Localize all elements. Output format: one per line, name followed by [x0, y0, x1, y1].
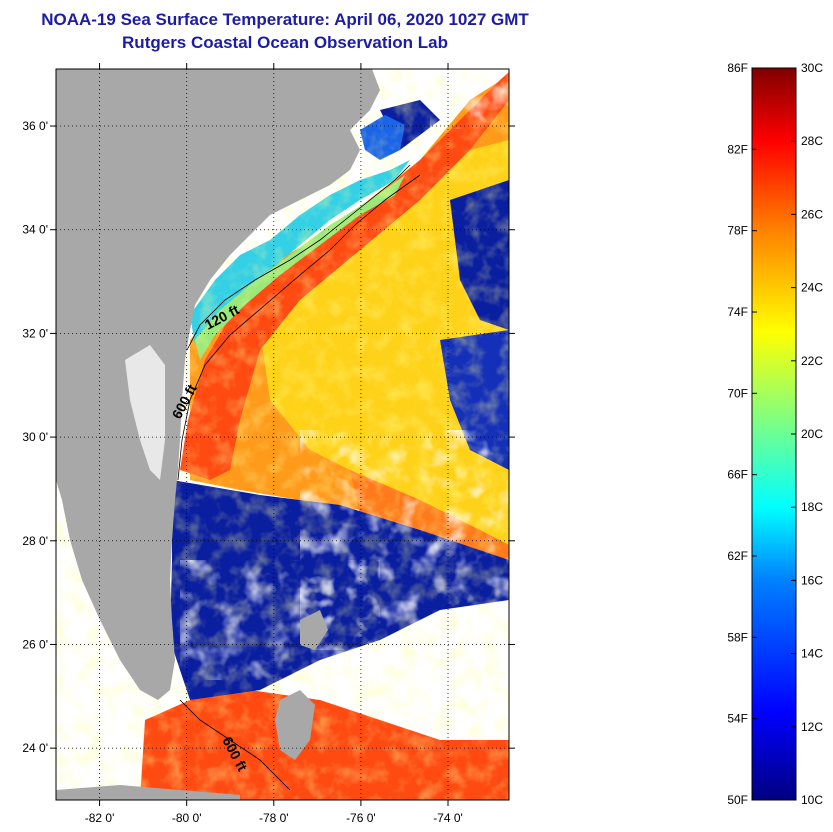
lat-tick-label: 30 0'	[22, 430, 48, 444]
colorbar-label-f: 62F	[727, 549, 748, 563]
lon-tick-label: -82 0'	[85, 811, 115, 825]
bahamas-islands	[275, 690, 315, 760]
colorbar-label-c: 14C	[801, 647, 823, 661]
colorbar-label-f: 86F	[727, 61, 748, 75]
bahamas-island-2	[300, 610, 328, 650]
lon-tick-label: -80 0'	[172, 811, 202, 825]
cloud-cover-north	[430, 69, 509, 129]
contour-600ft-south	[179, 699, 291, 791]
colorbar-label-c: 22C	[801, 354, 823, 368]
contour-600ft	[177, 174, 421, 481]
graticule	[50, 63, 515, 806]
lat-tick-label: 34 0'	[22, 223, 48, 237]
colorbar-label-f: 54F	[727, 712, 748, 726]
map-title: NOAA-19 Sea Surface Temperature: April 0…	[41, 10, 529, 29]
lon-tick-label: -76 0'	[346, 811, 376, 825]
everglades-patch	[125, 345, 165, 480]
colorbar-label-c: 26C	[801, 207, 823, 221]
lat-tick-label: 24 0'	[22, 741, 48, 755]
lon-tick-label: -74 0'	[433, 811, 463, 825]
cuba-coast	[56, 785, 240, 800]
colorbar-label-f: 78F	[727, 224, 748, 238]
map-subtitle: Rutgers Coastal Ocean Observation Lab	[122, 33, 448, 52]
colorbar-label-f: 74F	[727, 305, 748, 319]
sst-imagery	[56, 69, 509, 800]
colorbar-label-f: 50F	[727, 793, 748, 807]
temperature-colorbar	[751, 67, 797, 801]
colorbar-label-c: 28C	[801, 134, 823, 148]
colorbar-label-f: 70F	[727, 386, 748, 400]
lat-tick-label: 26 0'	[22, 637, 48, 651]
lat-tick-label: 36 0'	[22, 119, 48, 133]
colorbar-label-f: 82F	[727, 142, 748, 156]
colorbar-celsius-labels: 30C 28C 26C 24C 22C 20C 18C 16C 14C 12C 10C	[791, 61, 823, 807]
latitude-labels: 36 0' 34 0' 32 0' 30 0' 28 0' 26 0' 24 0'	[22, 119, 48, 755]
longitude-labels: -82 0' -80 0' -78 0' -76 0' -74 0'	[85, 811, 463, 825]
colorbar-label-c: 16C	[801, 573, 823, 587]
colorbar-label-c: 10C	[801, 793, 823, 807]
lon-tick-label: -78 0'	[259, 811, 289, 825]
colorbar-label-c: 20C	[801, 427, 823, 441]
colorbar-label-c: 30C	[801, 61, 823, 75]
colorbar-label-c: 18C	[801, 500, 823, 514]
colorbar-label-c: 24C	[801, 281, 823, 295]
cloud-cover-central	[180, 560, 380, 680]
map-frame	[55, 68, 510, 801]
colorbar-fahrenheit-labels: 86F 82F 78F 74F 70F 66F 62F 58F 54F 50F	[727, 61, 757, 807]
land-mainland	[56, 69, 380, 700]
lat-tick-label: 28 0'	[22, 534, 48, 548]
colorbar-label-c: 12C	[801, 720, 823, 734]
colorbar-label-f: 58F	[727, 630, 748, 644]
contour-120ft	[186, 164, 411, 351]
colorbar-label-f: 66F	[727, 468, 748, 482]
lat-tick-label: 32 0'	[22, 326, 48, 340]
